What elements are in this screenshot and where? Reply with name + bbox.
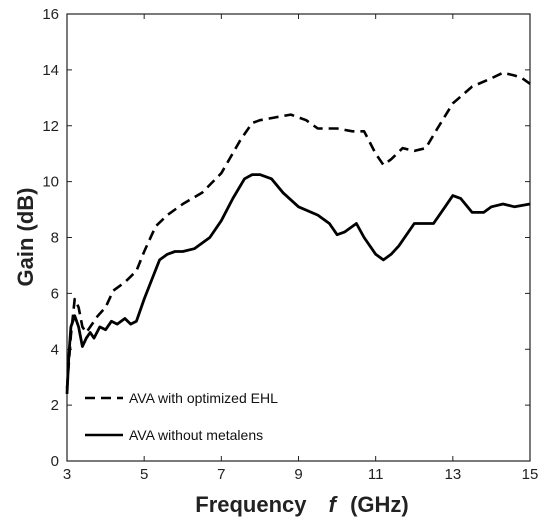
- x-tick-label: 15: [522, 466, 539, 483]
- series-line-2: [65, 173, 531, 394]
- series-line-1: [65, 71, 531, 389]
- x-tick-label: 5: [140, 466, 148, 483]
- y-tick-label: 0: [51, 453, 59, 470]
- x-axis-title-name: Frequency: [195, 492, 307, 517]
- x-axis-title-symbol: f: [329, 492, 339, 517]
- axes: 3 5 7 9 11 13 15 0 2 4 6 8 10 12 14 16: [42, 6, 538, 483]
- y-tick-label: 8: [51, 230, 59, 247]
- x-tick-label: 9: [294, 466, 302, 483]
- y-axis-title: Gain (dB): [13, 188, 38, 287]
- x-tick-label: 3: [63, 466, 71, 483]
- y-tick-label: 12: [42, 118, 59, 135]
- y-tick-label: 14: [42, 62, 59, 79]
- y-tick-label: 4: [51, 341, 59, 358]
- x-tick-label: 13: [444, 466, 461, 483]
- legend-label-1: AVA with optimized EHL: [129, 390, 278, 406]
- y-tick-label: 2: [51, 397, 59, 414]
- legend-label-2: AVA without metalens: [129, 427, 263, 443]
- y-tick-label: 6: [51, 285, 59, 302]
- x-axis-title: Frequency f (GHz): [195, 492, 409, 517]
- y-tick-label: 16: [42, 6, 59, 23]
- legend: AVA with optimized EHL AVA without metale…: [85, 390, 278, 443]
- x-axis-title-unit: (GHz): [350, 492, 409, 517]
- y-tick-label: 10: [42, 174, 59, 191]
- x-tick-label: 11: [368, 466, 384, 483]
- series-layer: [65, 71, 531, 394]
- x-tick-label: 7: [217, 466, 225, 483]
